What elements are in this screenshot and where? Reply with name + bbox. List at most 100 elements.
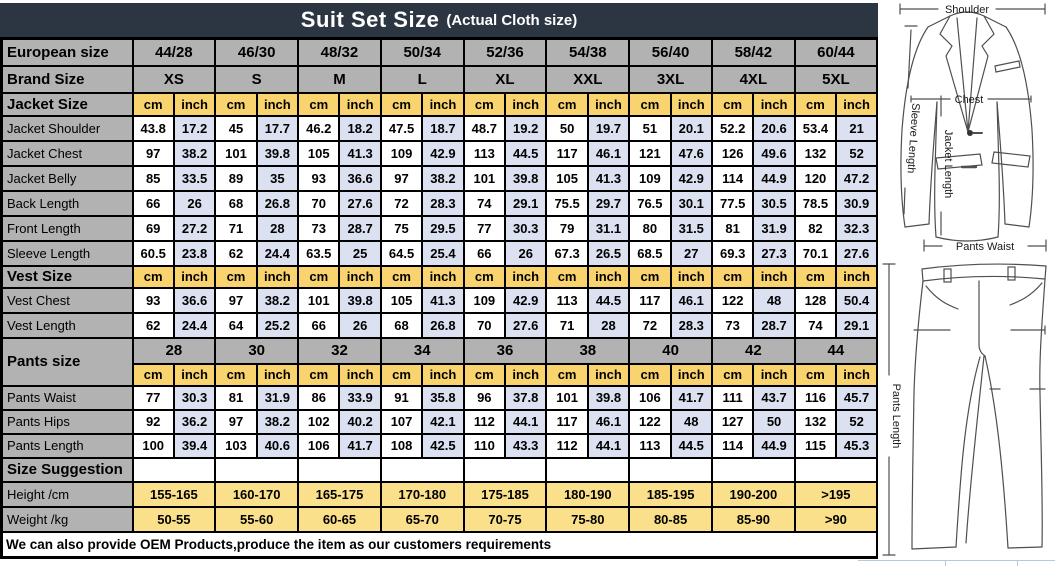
value-cell-inch: 48: [752, 286, 796, 314]
value-cell-inch: 25.2: [255, 311, 300, 339]
unit-header-cm: cm: [793, 362, 838, 387]
value-cell-cm: 114: [710, 432, 755, 459]
value-cell-cm: 97: [131, 139, 175, 167]
suggestion-cell: 65-70: [379, 505, 465, 533]
value-cell-inch: 28.3: [669, 311, 713, 339]
value-cell-cm: 112: [462, 408, 507, 435]
value-cell-inch: 42.5: [421, 432, 465, 459]
suggestion-cell: 80-85: [628, 505, 713, 533]
value-cell-inch: 43.7: [752, 384, 796, 411]
suggestion-cell: 75-80: [545, 505, 631, 533]
value-cell-cm: 120: [793, 164, 838, 192]
value-cell-cm: 106: [628, 384, 672, 411]
value-cell-inch: 25: [338, 239, 382, 267]
unit-header-cm: cm: [793, 91, 838, 117]
brand-size-cell: XL: [462, 64, 548, 94]
value-cell-cm: 64.5: [379, 239, 424, 267]
value-cell-cm: 121: [628, 139, 672, 167]
value-cell-inch: 44.9: [752, 432, 796, 459]
european-size-cell: 56/40: [628, 37, 713, 67]
value-cell-cm: 81: [710, 214, 755, 242]
empty-cell: [793, 456, 879, 483]
value-cell-cm: 73: [297, 214, 341, 242]
value-cell-cm: 69.3: [710, 239, 755, 267]
value-cell-cm: 103: [214, 432, 258, 459]
grid-line: [1017, 560, 1018, 566]
row-label: Vest Length: [0, 311, 134, 339]
unit-header-inch: inch: [835, 91, 879, 117]
suggestion-cell: 190-200: [710, 480, 796, 508]
value-cell-cm: 70.1: [793, 239, 838, 267]
value-cell-inch: 39.8: [586, 384, 631, 411]
value-cell-inch: 40.6: [255, 432, 300, 459]
brand-size-cell: XS: [131, 64, 217, 94]
unit-header-cm: cm: [297, 91, 341, 117]
unit-header-cm: cm: [214, 264, 258, 289]
value-cell-cm: 113: [628, 432, 672, 459]
value-cell-inch: 46.1: [586, 408, 631, 435]
value-cell-cm: 97: [214, 408, 258, 435]
value-cell-inch: 49.6: [752, 139, 796, 167]
value-cell-cm: 117: [628, 286, 672, 314]
brand-size-cell: L: [379, 64, 465, 94]
value-cell-inch: 44.5: [586, 286, 631, 314]
unit-header-cm: cm: [379, 91, 424, 117]
value-cell-inch: 45.7: [835, 384, 879, 411]
value-cell-cm: 106: [297, 432, 341, 459]
european-size-cell: 46/30: [214, 37, 300, 67]
pants-diagram: Pants Length: [882, 263, 1047, 556]
value-cell-cm: 102: [297, 408, 341, 435]
value-cell-cm: 132: [793, 139, 838, 167]
value-cell-inch: 50.4: [835, 286, 879, 314]
value-cell-inch: 27: [669, 239, 713, 267]
value-cell-cm: 80: [628, 214, 672, 242]
value-cell-cm: 112: [545, 432, 589, 459]
value-cell-cm: 117: [545, 408, 589, 435]
value-cell-inch: 28: [255, 214, 300, 242]
value-cell-cm: 52.2: [710, 114, 755, 142]
unit-header-inch: inch: [586, 362, 631, 387]
value-cell-cm: 70: [462, 311, 507, 339]
value-cell-cm: 105: [545, 164, 589, 192]
value-cell-inch: 44.5: [504, 139, 548, 167]
value-cell-cm: 67.3: [545, 239, 589, 267]
value-cell-inch: 26.8: [421, 311, 465, 339]
value-cell-cm: 105: [297, 139, 341, 167]
value-cell-cm: 72: [379, 189, 424, 217]
value-cell-inch: 30.5: [752, 189, 796, 217]
grid-line: [858, 560, 1055, 561]
brand-size-cell: XXL: [545, 64, 631, 94]
value-cell-cm: 46.2: [297, 114, 341, 142]
value-cell-inch: 27.3: [752, 239, 796, 267]
unit-header-inch: inch: [752, 264, 796, 289]
value-cell-cm: 92: [131, 408, 175, 435]
value-cell-inch: 42.9: [504, 286, 548, 314]
european-size-cell: 48/32: [297, 37, 382, 67]
value-cell-inch: 41.7: [338, 432, 382, 459]
unit-header-inch: inch: [421, 264, 465, 289]
value-cell-cm: 68: [379, 311, 424, 339]
diagram-label-chest: Chest: [955, 94, 984, 106]
unit-header-cm: cm: [214, 91, 258, 117]
value-cell-inch: 44.1: [586, 432, 631, 459]
european-size-cell: 50/34: [379, 37, 465, 67]
value-cell-cm: 77.5: [710, 189, 755, 217]
value-cell-inch: 31.9: [752, 214, 796, 242]
value-cell-inch: 25.4: [421, 239, 465, 267]
unit-header-inch: inch: [586, 264, 631, 289]
row-label: Pants Waist: [0, 384, 134, 411]
suggestion-cell: 60-65: [297, 505, 382, 533]
diagram-label-pants-length: Pants Length: [890, 384, 902, 449]
unit-header-inch: inch: [752, 362, 796, 387]
unit-header-inch: inch: [172, 362, 217, 387]
section-label-jacket: Jacket Size: [0, 91, 134, 117]
unit-header-inch: inch: [504, 362, 548, 387]
value-cell-cm: 89: [214, 164, 258, 192]
value-cell-inch: 29.7: [586, 189, 631, 217]
value-cell-inch: 30.3: [172, 384, 217, 411]
value-cell-cm: 73: [710, 311, 755, 339]
value-cell-cm: 100: [131, 432, 175, 459]
value-cell-cm: 79: [545, 214, 589, 242]
row-label: Jacket Shoulder: [0, 114, 134, 142]
value-cell-inch: 44.1: [504, 408, 548, 435]
